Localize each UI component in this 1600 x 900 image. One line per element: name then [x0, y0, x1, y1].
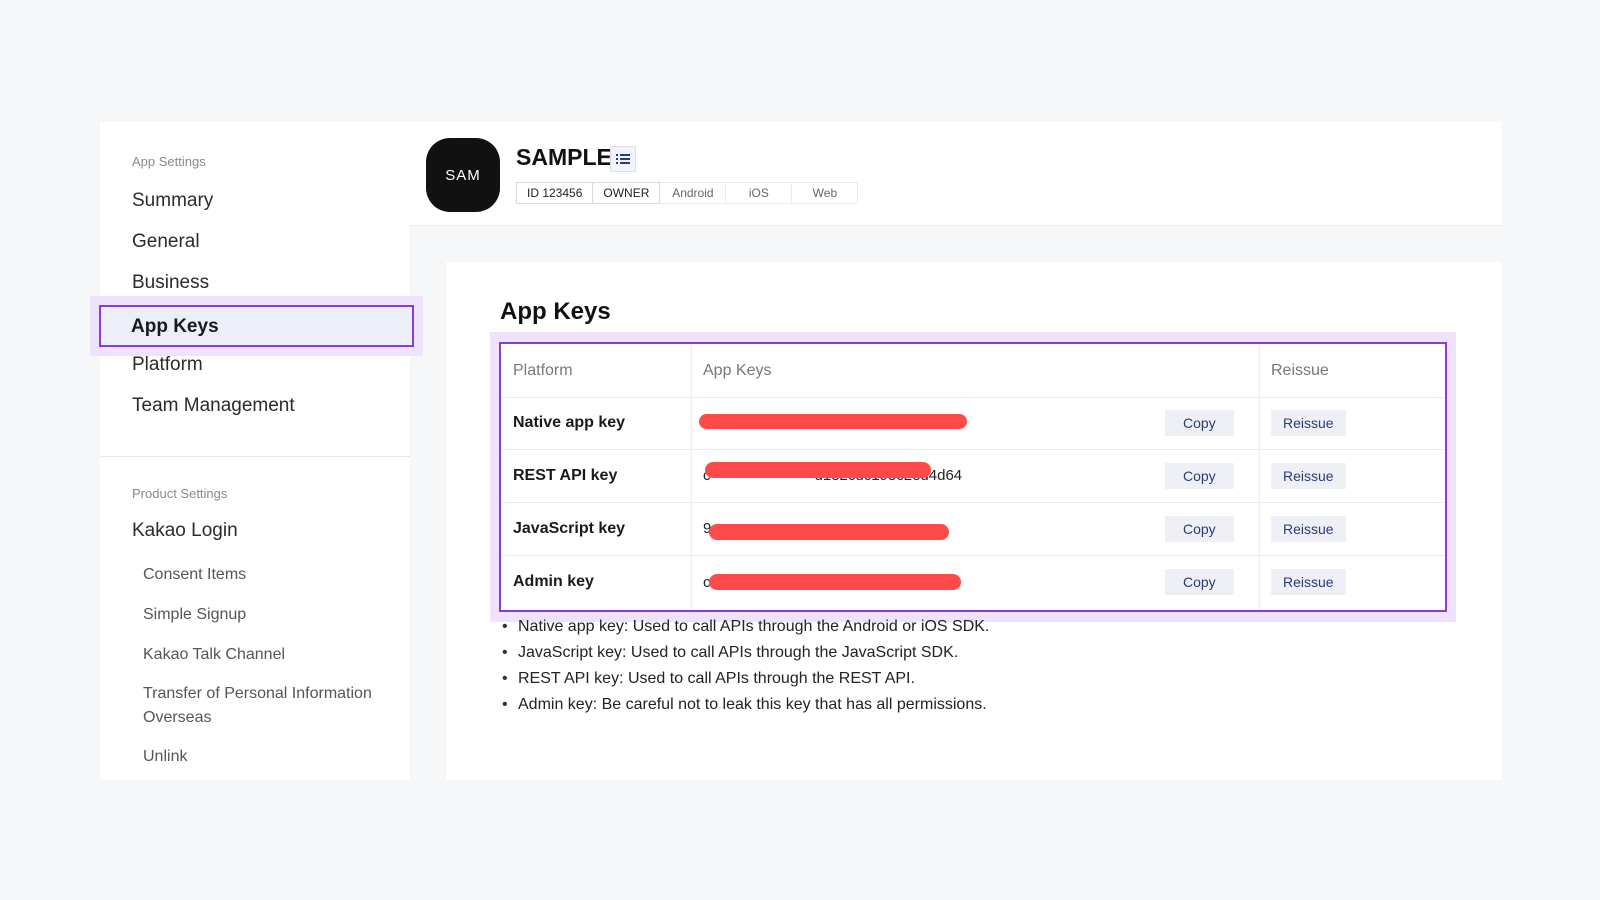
- header-reissue: Reissue: [1271, 361, 1329, 379]
- copy-button[interactable]: Copy: [1165, 515, 1234, 542]
- header-app-keys: App Keys: [703, 361, 772, 379]
- sidebar-item-platform[interactable]: Platform: [132, 354, 203, 375]
- note-text: Native app key: Used to call APIs throug…: [518, 618, 990, 635]
- app-list-icon[interactable]: [610, 146, 636, 172]
- app-name: SAMPLE: [516, 144, 612, 170]
- table-header-row: Platform App Keys Reissue: [501, 344, 1445, 398]
- table-row: Native app key f0f2f05115d2 Copy Reissue: [501, 396, 1445, 450]
- app-header: SAM SAMPLE ID 123456 OWNER Android iOS W…: [410, 122, 1502, 226]
- app-logo: SAM: [426, 138, 500, 212]
- platform-name: Native app key: [513, 413, 626, 431]
- copy-button[interactable]: Copy: [1165, 409, 1234, 436]
- reissue-button[interactable]: Reissue: [1271, 515, 1346, 542]
- key-value: 9: [703, 502, 711, 555]
- app-id-chip: ID 123456: [516, 182, 594, 204]
- platform-name: REST API key: [513, 466, 618, 484]
- note-item: • Native app key: Used to call APIs throu…: [502, 614, 989, 640]
- sidebar-divider: [100, 456, 410, 457]
- reissue-cell: Reissue: [1259, 502, 1346, 555]
- copy-cell: Copy: [1165, 396, 1234, 449]
- note-text: REST API key: Used to call APIs through …: [518, 670, 915, 687]
- page-title: App Keys: [500, 298, 611, 325]
- web-chip: Web: [792, 182, 859, 204]
- sidebar-subitem-unlink[interactable]: Unlink: [143, 748, 188, 765]
- note-text: JavaScript key: Used to call APIs throug…: [518, 644, 959, 661]
- header-platform: Platform: [513, 361, 573, 379]
- note-text: Admin key: Be careful not to leak this k…: [518, 696, 987, 713]
- note-item: • REST API key: Used to call APIs through…: [502, 666, 989, 692]
- sidebar-item-business[interactable]: Business: [132, 272, 210, 293]
- redaction-mark: [709, 574, 961, 590]
- sidebar: App Settings Summary General Business Pl…: [100, 122, 410, 780]
- sidebar-item-app-keys[interactable]: App Keys: [99, 305, 414, 347]
- reissue-cell: Reissue: [1259, 555, 1346, 609]
- redaction-mark: [705, 462, 931, 478]
- note-item: • JavaScript key: Used to call APIs throu…: [502, 640, 989, 666]
- reissue-button[interactable]: Reissue: [1271, 569, 1346, 595]
- platform-name: JavaScript key: [513, 519, 626, 537]
- copy-button[interactable]: Copy: [1165, 462, 1234, 489]
- sidebar-item-app-keys-label: App Keys: [131, 316, 219, 337]
- sidebar-item-summary[interactable]: Summary: [132, 190, 214, 211]
- bullet-icon: •: [502, 618, 508, 635]
- copy-cell: Copy: [1165, 555, 1234, 609]
- reissue-button[interactable]: Reissue: [1271, 409, 1346, 436]
- key-value: c: [703, 555, 711, 609]
- table-row: JavaScript key 9 Copy Reissue: [501, 502, 1445, 556]
- table-row: Admin key c Copy Reissue: [501, 555, 1445, 609]
- note-item: • Admin key: Be careful not to leak this …: [502, 692, 989, 718]
- bullet-icon: •: [502, 644, 508, 661]
- key-prefix: 9: [703, 520, 712, 537]
- copy-button[interactable]: Copy: [1165, 569, 1234, 595]
- bullet-icon: •: [502, 670, 508, 687]
- sidebar-subitem-simple-signup[interactable]: Simple Signup: [143, 606, 247, 623]
- table-row: REST API key cd1e2cdc198c2ed4d64 Copy Re…: [501, 449, 1445, 503]
- sidebar-item-team-management[interactable]: Team Management: [132, 395, 295, 416]
- key-prefix: c: [703, 573, 711, 591]
- sidebar-subitem-consent-items[interactable]: Consent Items: [143, 566, 247, 583]
- ios-chip: iOS: [726, 182, 793, 204]
- sidebar-item-general[interactable]: General: [132, 231, 200, 252]
- reissue-button[interactable]: Reissue: [1271, 462, 1346, 489]
- app-keys-table: Platform App Keys Reissue Native app key…: [499, 342, 1447, 612]
- sidebar-subitem-transfer-overseas[interactable]: Transfer of Personal Information Oversea…: [143, 685, 372, 726]
- column-divider: [1259, 344, 1260, 610]
- copy-cell: Copy: [1165, 449, 1234, 502]
- app-meta-chips: ID 123456 OWNER Android iOS Web: [516, 182, 859, 204]
- app-settings-title: App Settings: [132, 154, 206, 169]
- redaction-mark: [699, 414, 967, 429]
- android-chip: Android: [660, 182, 727, 204]
- column-divider: [691, 344, 692, 610]
- platform-name: Admin key: [513, 573, 594, 590]
- owner-chip: OWNER: [593, 182, 661, 204]
- copy-cell: Copy: [1165, 502, 1234, 555]
- reissue-cell: Reissue: [1259, 449, 1346, 502]
- reissue-cell: Reissue: [1259, 396, 1346, 449]
- sidebar-subitem-kakao-talk-channel[interactable]: Kakao Talk Channel: [143, 646, 286, 663]
- redaction-mark: [709, 524, 949, 540]
- sidebar-item-kakao-login[interactable]: Kakao Login: [132, 520, 238, 541]
- key-notes-list: • Native app key: Used to call APIs throu…: [502, 614, 989, 718]
- bullet-icon: •: [502, 696, 508, 713]
- product-settings-title: Product Settings: [132, 486, 228, 501]
- app-keys-card: App Keys Platform App Keys Reissue Nativ…: [446, 262, 1502, 780]
